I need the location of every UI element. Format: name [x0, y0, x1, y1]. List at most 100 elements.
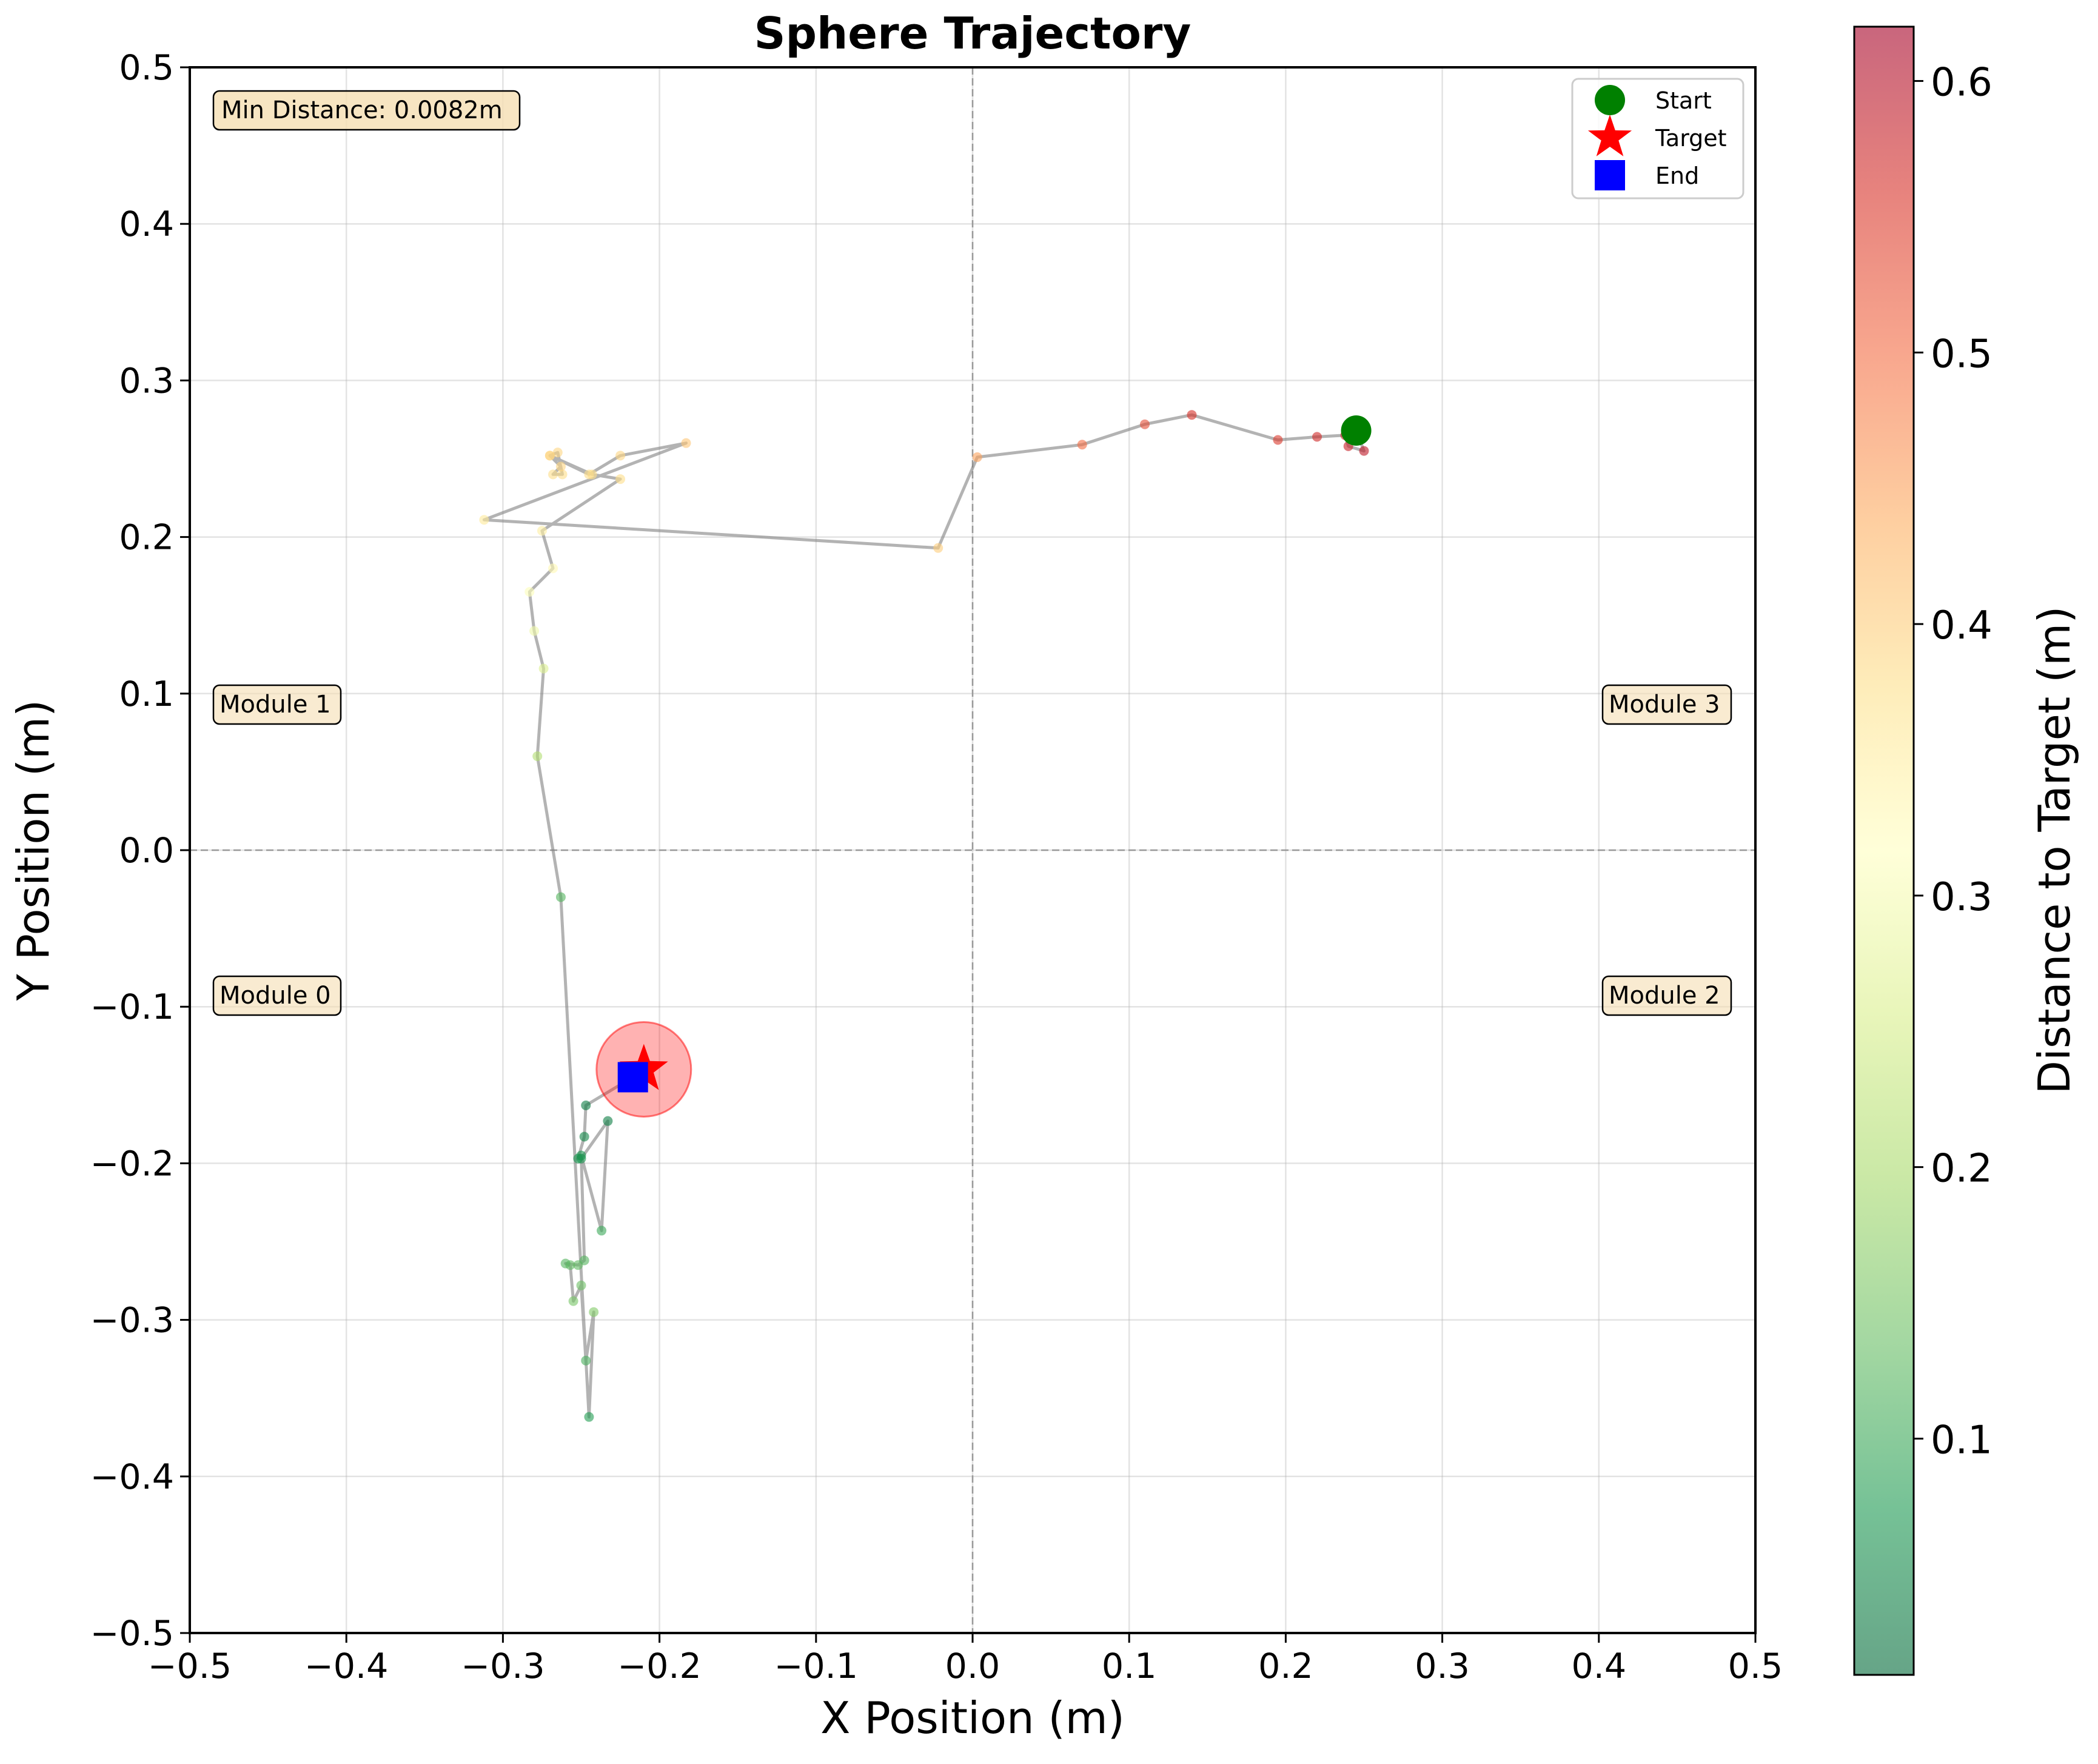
- trajectory-point: [1312, 432, 1322, 442]
- trajectory-point: [581, 1355, 591, 1366]
- trajectory-point: [587, 469, 597, 480]
- module-3-text: Module 3: [1609, 691, 1720, 719]
- y-tick-label: 0.4: [119, 204, 174, 244]
- y-axis-ticks: −0.5 −0.4 −0.3 −0.2 −0.1 0.0 0.1 0.2 0.3 0.4 0.5: [90, 48, 190, 1654]
- colorbar-tick-label: 0.6: [1931, 61, 1992, 106]
- y-axis-label: Y Position (m): [8, 700, 59, 1001]
- trajectory-point: [573, 1153, 583, 1164]
- trajectory-point: [538, 663, 549, 674]
- y-tick-label: −0.4: [90, 1457, 174, 1497]
- trajectory-point: [568, 1296, 578, 1306]
- trajectory-point: [581, 1100, 591, 1110]
- trajectory-point: [524, 586, 535, 597]
- y-tick-label: −0.5: [90, 1614, 174, 1654]
- module-0-text: Module 0: [220, 982, 331, 1010]
- trajectory-point: [615, 474, 626, 485]
- module-2-label: Module 2: [1601, 975, 1732, 1016]
- start-marker: [1341, 415, 1372, 446]
- trajectory-point: [579, 1132, 589, 1142]
- colorbar-label: Distance to Target (m): [2029, 606, 2080, 1095]
- trajectory-point: [597, 1226, 607, 1236]
- key-markers: [595, 415, 1372, 1118]
- trajectory-point: [576, 1280, 586, 1290]
- x-tick-label: −0.4: [304, 1646, 388, 1686]
- trajectory-line: [482, 413, 1366, 1419]
- colorbar-tick-label: 0.3: [1931, 875, 1992, 920]
- trajectory-point: [589, 1307, 599, 1317]
- colorbar-tick-label: 0.4: [1931, 603, 1992, 648]
- y-tick-label: −0.3: [90, 1301, 174, 1341]
- trajectory-point: [1140, 419, 1150, 429]
- min-distance-annotation: Min Distance: 0.0082m: [212, 90, 521, 131]
- trajectory-point: [615, 451, 626, 461]
- trajectory-point: [529, 626, 540, 636]
- legend-end-marker: [1595, 160, 1625, 190]
- trajectory-point: [555, 892, 566, 902]
- module-2-text: Module 2: [1609, 982, 1720, 1010]
- module-3-label: Module 3: [1601, 684, 1732, 725]
- x-tick-label: 0.3: [1415, 1646, 1470, 1686]
- module-1-text: Module 1: [220, 691, 331, 719]
- colorbar-tick-label: 0.2: [1931, 1147, 1992, 1192]
- y-tick-label: −0.2: [90, 1144, 174, 1184]
- legend-target-marker: [1587, 115, 1632, 156]
- x-tick-label: −0.5: [148, 1646, 232, 1686]
- x-tick-label: 0.4: [1571, 1646, 1626, 1686]
- x-tick-label: −0.3: [461, 1646, 545, 1686]
- trajectory-point: [479, 515, 489, 525]
- x-tick-label: 0.2: [1258, 1646, 1313, 1686]
- trajectory-point: [1077, 440, 1087, 450]
- colorbar: 0.1 0.2 0.3 0.4 0.5 0.6 Distance to Target (m…: [1853, 25, 2080, 1676]
- y-tick-label: 0.2: [119, 518, 174, 558]
- trajectory-point: [532, 751, 543, 762]
- trajectory-point: [545, 451, 555, 461]
- y-tick-label: −0.1: [90, 987, 174, 1027]
- trajectory-point: [537, 526, 547, 536]
- chart-title: Sphere Trajectory: [754, 8, 1191, 59]
- legend-start-label: Start: [1655, 87, 1712, 114]
- trajectory-path: [482, 413, 1366, 1419]
- trajectory-point: [933, 543, 943, 553]
- x-tick-label: 0.1: [1102, 1646, 1157, 1686]
- y-tick-label: 0.1: [119, 674, 174, 714]
- trajectory-point: [560, 1258, 571, 1269]
- colorbar-gradient: [1854, 27, 1914, 1675]
- colorbar-frame: [1853, 25, 1915, 1676]
- x-axis-label: X Position (m): [820, 1692, 1125, 1743]
- trajectory-point: [972, 452, 982, 462]
- trajectory-point: [548, 563, 558, 574]
- module-0-label: Module 0: [212, 975, 342, 1016]
- legend-target-label: Target: [1655, 125, 1727, 152]
- y-tick-label: 0.3: [119, 361, 174, 401]
- trajectory-point: [1359, 446, 1369, 456]
- end-marker: [617, 1062, 648, 1093]
- trajectory-point: [1273, 435, 1283, 445]
- x-tick-label: −0.1: [774, 1646, 858, 1686]
- legend: Start Target End: [1571, 78, 1744, 200]
- min-distance-text: Min Distance: 0.0082m: [221, 96, 503, 124]
- trajectory-point: [1187, 410, 1197, 420]
- trajectory-point: [555, 461, 566, 472]
- colorbar-tick-label: 0.1: [1931, 1418, 1992, 1463]
- legend-start-marker: [1595, 85, 1625, 115]
- trajectory-point: [557, 469, 568, 480]
- module-1-label: Module 1: [212, 684, 342, 725]
- legend-end-label: End: [1655, 163, 1699, 189]
- zero-reference-lines: [190, 67, 1755, 1633]
- colorbar-ticks: 0.1 0.2 0.3 0.4 0.5 0.6: [1914, 61, 1992, 1463]
- trajectory-point: [552, 448, 563, 458]
- x-tick-label: −0.2: [617, 1646, 701, 1686]
- trajectory-points: [479, 410, 1369, 1422]
- x-axis-ticks: −0.5 −0.4 −0.3 −0.2 −0.1 0.0 0.1 0.2 0.3 0.4 0.5: [148, 1633, 1783, 1686]
- colorbar-tick-label: 0.5: [1931, 332, 1992, 377]
- trajectory-point: [548, 469, 558, 480]
- y-tick-label: 0.5: [119, 48, 174, 88]
- trajectory-point: [579, 1255, 589, 1266]
- trajectory-point: [681, 438, 691, 448]
- y-tick-label: 0.0: [119, 831, 174, 871]
- x-tick-label: 0.0: [945, 1646, 1000, 1686]
- trajectory-point: [603, 1116, 613, 1126]
- trajectory-point: [584, 1412, 594, 1422]
- x-tick-label: 0.5: [1728, 1646, 1783, 1686]
